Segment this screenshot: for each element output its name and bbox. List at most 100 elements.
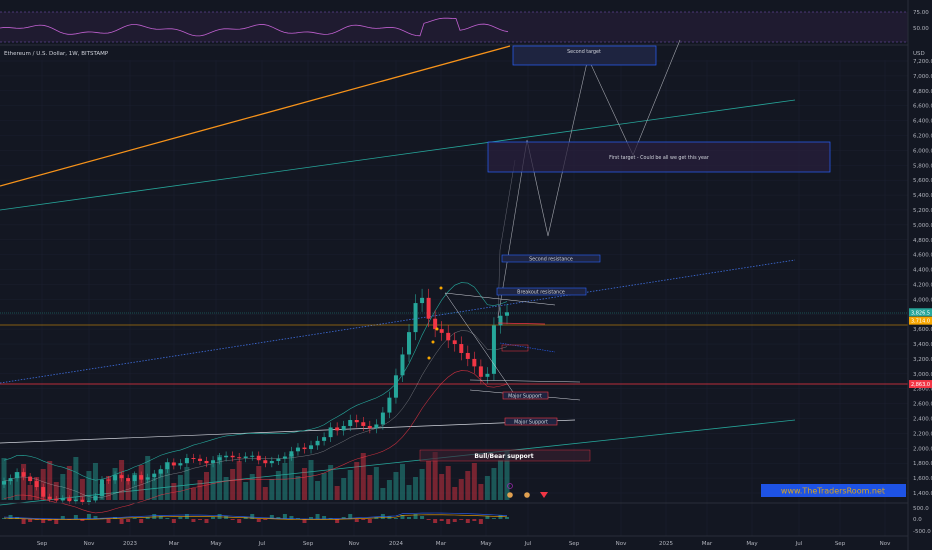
volume-bar: [8, 480, 14, 500]
macd-bar: [119, 519, 124, 524]
volume-bar: [504, 451, 510, 500]
volume-bar: [79, 479, 85, 500]
event-marker-icon[interactable]: [507, 483, 513, 489]
candle-body: [113, 475, 118, 481]
candle-body: [243, 456, 248, 458]
y-tick-label: 2,000.0: [913, 446, 932, 452]
macd-bar: [113, 517, 118, 519]
macd-bar: [446, 519, 451, 524]
candle-body: [217, 457, 222, 461]
macd-bar: [73, 515, 78, 519]
macd-bar: [361, 519, 366, 520]
price-tag: [909, 380, 932, 389]
candle-body: [256, 455, 261, 461]
y-tick-label: 5,000.0: [913, 223, 932, 229]
y-tick-label: 3,200.0: [913, 357, 932, 363]
candle-body: [119, 475, 124, 479]
macd-bar: [28, 519, 33, 522]
candle-body: [276, 458, 281, 461]
macd-bar: [41, 519, 46, 523]
macd-bar: [433, 519, 438, 523]
y-tick-label: 7,000.0: [913, 74, 932, 80]
volume-bar: [328, 465, 334, 500]
macd-axis: 500.0 0.0 -500.0: [913, 506, 931, 535]
volume-bar: [419, 469, 425, 500]
currency-label: USD: [913, 51, 925, 57]
macd-bar: [204, 519, 209, 523]
macd-bar: [2, 518, 6, 519]
x-axis[interactable]: Sep Nov 2023 Mar May Jul Sep Nov 2024 Mar May Jul Se…: [37, 541, 891, 547]
x-tick-label: Nov: [880, 541, 891, 547]
candle-body: [197, 458, 202, 461]
candle-body: [335, 427, 340, 431]
macd-bar: [407, 517, 412, 519]
volume-bar: [197, 480, 203, 500]
major-support-box-2[interactable]: [504, 417, 558, 426]
macd-bar: [335, 519, 340, 523]
candle-body: [407, 332, 412, 355]
projection-thin: [497, 159, 516, 319]
first-target-box[interactable]: [487, 141, 831, 173]
earnings-icon[interactable]: [507, 492, 513, 498]
candle-body: [178, 463, 183, 466]
macd-bar: [426, 519, 431, 520]
volume-bar: [269, 479, 275, 500]
macd-bar: [171, 519, 176, 523]
volume-bar: [106, 476, 112, 500]
macd-bar: [224, 516, 229, 519]
candle-body: [171, 462, 176, 466]
candle-body: [2, 481, 6, 485]
candle-body: [387, 397, 392, 413]
macd-bar: [367, 519, 372, 523]
volume-bar: [217, 455, 223, 500]
volume-bar: [491, 468, 497, 500]
macd-bar: [86, 514, 91, 519]
x-tick-label: Jul: [258, 541, 266, 547]
candle-body: [348, 420, 353, 426]
candle-body: [282, 456, 287, 459]
volume-bar: [484, 476, 490, 500]
blue-dotted-trendline: [0, 259, 796, 384]
macd-bar: [256, 519, 261, 522]
volume-bar: [132, 473, 138, 500]
major-support-label-2: Major Support: [514, 420, 548, 426]
bull-bear-box[interactable]: [419, 449, 591, 462]
major-support-box-1[interactable]: [502, 391, 549, 400]
x-tick-label: Mar: [169, 541, 180, 547]
breakout-resistance-box[interactable]: [496, 287, 587, 296]
volume-bar: [471, 463, 477, 500]
y-tick-label: 2,400.0: [913, 417, 932, 423]
candle-body: [204, 460, 209, 464]
macd-bar: [250, 514, 255, 519]
volume-bar: [230, 469, 236, 500]
candle-body: [446, 332, 451, 341]
y-axis[interactable]: 1,400.0 1,600.0 1,800.0 2,000.0 2,200.0 2,400…: [913, 59, 932, 497]
watermark-banner[interactable]: [761, 484, 906, 497]
volume-bar: [445, 466, 451, 500]
volume-bar: [164, 462, 170, 500]
earnings-icon[interactable]: [524, 492, 530, 498]
macd-bar: [315, 514, 320, 519]
y-tick-label: 2,600.0: [913, 402, 932, 408]
candle-body: [341, 425, 346, 431]
candle-body: [73, 499, 78, 502]
macd-bar: [8, 515, 13, 519]
y-tick-label: 5,400.0: [913, 193, 932, 199]
x-tick-label: Mar: [436, 541, 447, 547]
y-tick-label: 4,600.0: [913, 253, 932, 259]
volume-bar: [184, 467, 190, 500]
second-resistance-box[interactable]: [501, 254, 601, 263]
symbol-title[interactable]: Ethereum / U.S. Dollar, 1W, BITSTAMP: [4, 51, 109, 57]
bull-bear-label: Bull/Bear support: [474, 453, 533, 460]
candle-body: [498, 315, 503, 326]
volume-bar: [249, 474, 255, 500]
second-target-box[interactable]: [512, 45, 657, 66]
candle-body: [34, 481, 39, 488]
teal-lower-trendline: [0, 419, 796, 506]
candle-body: [309, 445, 314, 450]
breakout-resistance-label: Breakout resistance: [517, 290, 565, 296]
candle-body: [269, 460, 274, 464]
signal-dot: [439, 286, 443, 290]
flag-icon[interactable]: [540, 492, 548, 498]
